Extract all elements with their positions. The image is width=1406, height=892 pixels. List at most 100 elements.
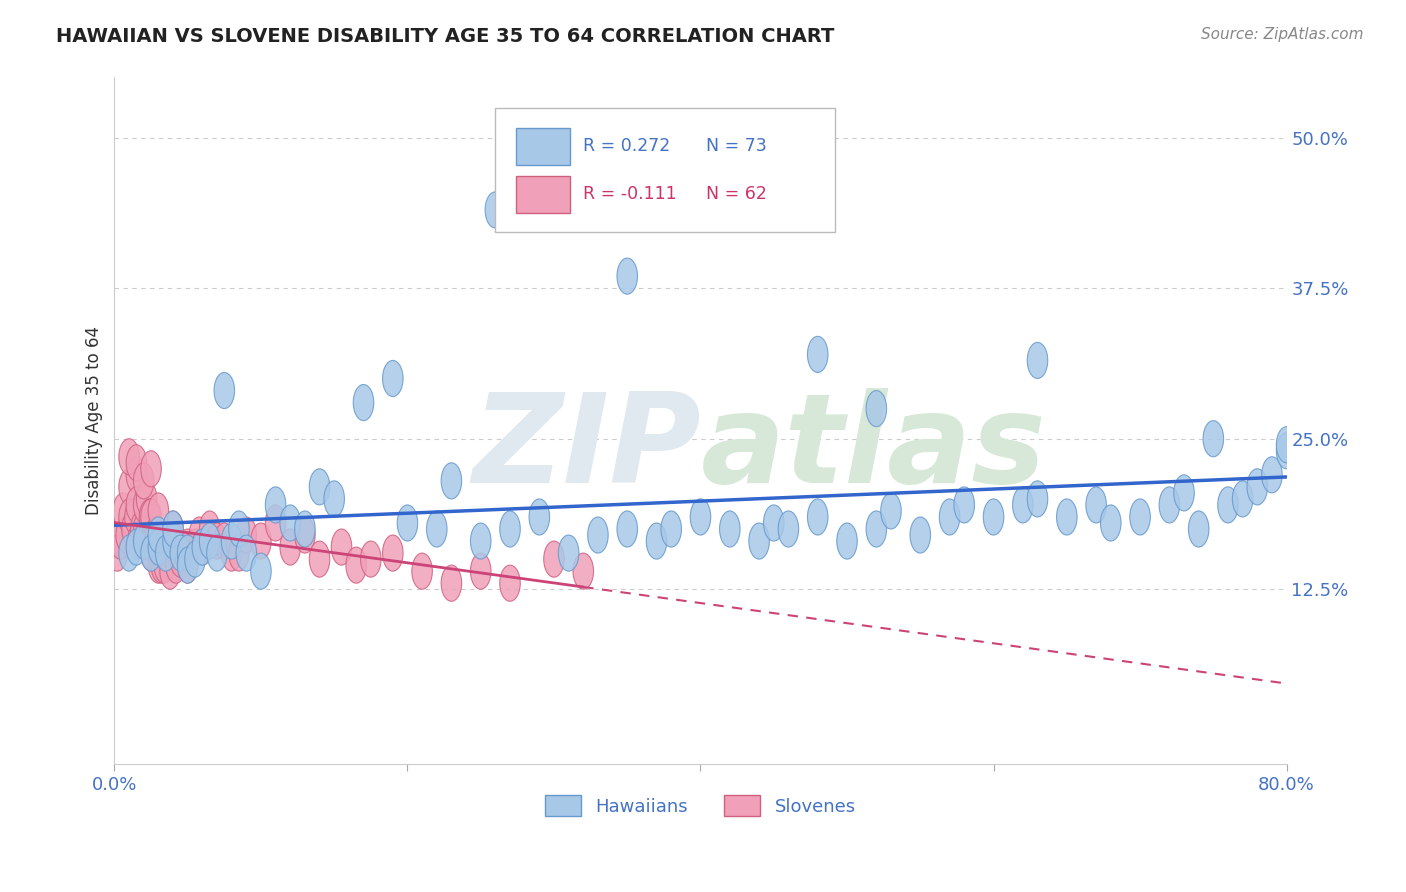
Ellipse shape (866, 391, 887, 426)
Ellipse shape (360, 541, 381, 577)
Ellipse shape (939, 499, 960, 535)
Ellipse shape (127, 457, 146, 493)
Ellipse shape (221, 535, 242, 571)
Ellipse shape (148, 523, 169, 559)
Ellipse shape (280, 529, 301, 566)
Ellipse shape (170, 535, 191, 571)
Ellipse shape (166, 547, 186, 583)
Ellipse shape (382, 535, 404, 571)
Ellipse shape (910, 517, 931, 553)
Ellipse shape (148, 493, 169, 529)
Ellipse shape (1174, 475, 1194, 511)
Ellipse shape (880, 493, 901, 529)
Ellipse shape (236, 517, 256, 553)
Text: R = 0.272: R = 0.272 (583, 137, 671, 155)
Ellipse shape (141, 535, 162, 571)
Text: N = 62: N = 62 (706, 186, 768, 203)
Ellipse shape (112, 493, 134, 529)
Ellipse shape (499, 566, 520, 601)
Ellipse shape (207, 535, 228, 571)
Ellipse shape (471, 523, 491, 559)
FancyBboxPatch shape (495, 108, 835, 232)
Ellipse shape (118, 535, 139, 571)
Ellipse shape (128, 523, 148, 559)
Ellipse shape (118, 499, 139, 535)
Ellipse shape (156, 535, 176, 571)
Ellipse shape (749, 523, 769, 559)
Ellipse shape (136, 481, 157, 517)
Ellipse shape (136, 523, 157, 559)
Ellipse shape (778, 511, 799, 547)
Ellipse shape (1277, 426, 1296, 463)
Ellipse shape (763, 505, 785, 541)
Ellipse shape (134, 463, 155, 499)
Ellipse shape (156, 535, 176, 571)
Ellipse shape (280, 505, 301, 541)
FancyBboxPatch shape (516, 128, 571, 165)
Ellipse shape (236, 535, 256, 571)
Ellipse shape (139, 499, 160, 535)
Ellipse shape (1101, 505, 1121, 541)
Ellipse shape (163, 529, 183, 566)
Ellipse shape (346, 547, 367, 583)
Ellipse shape (1277, 433, 1296, 469)
Ellipse shape (441, 566, 461, 601)
Text: atlas: atlas (700, 388, 1046, 508)
Ellipse shape (214, 373, 235, 409)
Ellipse shape (122, 511, 142, 547)
Ellipse shape (177, 547, 198, 583)
Ellipse shape (690, 499, 711, 535)
Ellipse shape (118, 469, 139, 505)
Ellipse shape (160, 553, 180, 590)
Ellipse shape (574, 553, 593, 590)
Ellipse shape (1261, 457, 1282, 493)
Ellipse shape (148, 529, 169, 566)
Ellipse shape (295, 517, 315, 553)
Ellipse shape (558, 535, 579, 571)
Ellipse shape (353, 384, 374, 421)
Ellipse shape (412, 553, 433, 590)
Ellipse shape (398, 505, 418, 541)
Ellipse shape (127, 529, 146, 566)
Ellipse shape (221, 523, 242, 559)
Ellipse shape (807, 336, 828, 373)
Ellipse shape (134, 487, 155, 523)
Ellipse shape (110, 523, 131, 559)
Ellipse shape (134, 511, 155, 547)
Ellipse shape (170, 541, 191, 577)
Ellipse shape (1159, 487, 1180, 523)
Ellipse shape (382, 360, 404, 397)
Ellipse shape (131, 511, 150, 547)
Ellipse shape (163, 523, 183, 559)
Ellipse shape (1247, 469, 1268, 505)
Ellipse shape (1085, 487, 1107, 523)
Ellipse shape (955, 487, 974, 523)
Legend: Hawaiians, Slovenes: Hawaiians, Slovenes (537, 789, 863, 823)
Ellipse shape (866, 511, 887, 547)
Ellipse shape (127, 445, 146, 481)
Ellipse shape (134, 523, 155, 559)
Ellipse shape (200, 511, 219, 547)
Ellipse shape (1028, 343, 1047, 378)
Ellipse shape (107, 535, 128, 571)
Ellipse shape (588, 517, 609, 553)
Ellipse shape (163, 511, 183, 547)
Ellipse shape (115, 517, 136, 553)
Ellipse shape (141, 499, 162, 535)
Ellipse shape (617, 258, 637, 294)
Ellipse shape (141, 535, 162, 571)
Ellipse shape (174, 535, 195, 571)
Ellipse shape (309, 469, 330, 505)
Ellipse shape (332, 529, 352, 566)
Text: N = 73: N = 73 (706, 137, 768, 155)
Ellipse shape (150, 547, 172, 583)
Ellipse shape (485, 192, 506, 228)
Text: Source: ZipAtlas.com: Source: ZipAtlas.com (1201, 27, 1364, 42)
Ellipse shape (177, 547, 198, 583)
Ellipse shape (617, 511, 637, 547)
FancyBboxPatch shape (516, 176, 571, 212)
Ellipse shape (148, 547, 169, 583)
Ellipse shape (1028, 481, 1047, 517)
Ellipse shape (323, 481, 344, 517)
Ellipse shape (184, 541, 205, 577)
